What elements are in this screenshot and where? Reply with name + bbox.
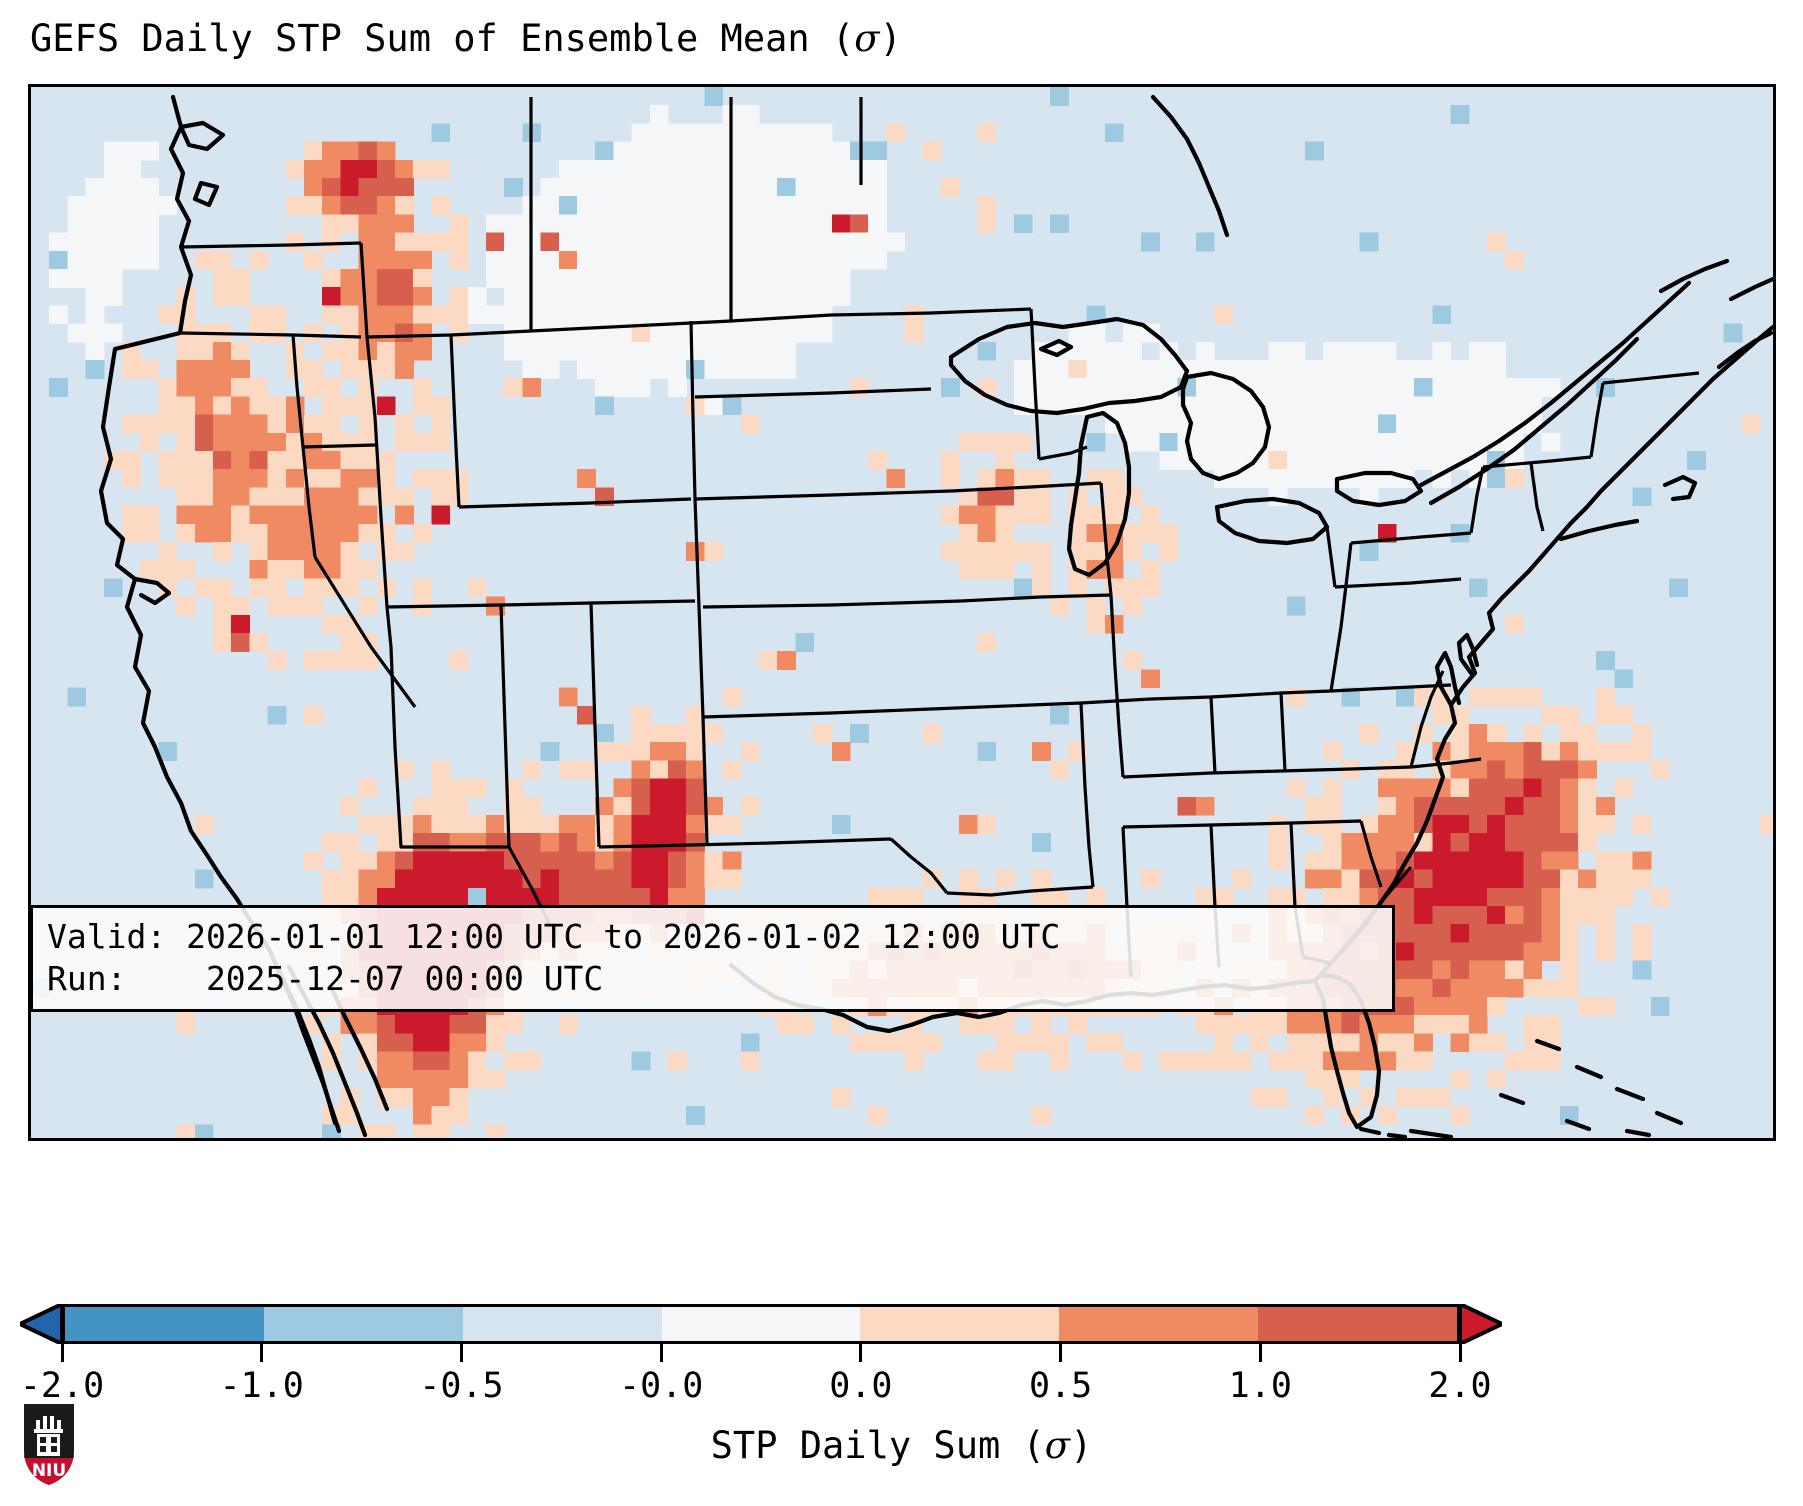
colorbar-tick-label-4: 0.0: [829, 1366, 893, 1406]
colorbar-tick-label-0: -2.0: [19, 1366, 105, 1406]
colorbar-segment-4: [860, 1307, 1060, 1341]
colorbar-tick-6: [1258, 1344, 1262, 1362]
colorbar-tick-1: [260, 1344, 264, 1362]
title-text-after: ): [879, 17, 902, 60]
colorbar-segments: [62, 1304, 1460, 1344]
info-valid-line: Valid: 2026-01-01 12:00 UTC to 2026-01-0…: [47, 917, 1061, 956]
colorbar-segment-3: [661, 1307, 861, 1341]
colorbar[interactable]: [20, 1304, 1502, 1344]
niu-logo-text: NIU: [32, 1461, 66, 1481]
cbar-sigma-symbol: σ: [1044, 1424, 1071, 1467]
colorbar-tick-0: [60, 1344, 64, 1362]
colorbar-axis-label: STP Daily Sum (σ): [0, 1424, 1803, 1467]
state-borders: [179, 97, 1700, 978]
colorbar-tick-label-2: -0.5: [419, 1366, 504, 1406]
cbar-label-after: ): [1070, 1424, 1093, 1467]
colorbar-over-arrow: [1460, 1304, 1502, 1344]
colorbar-tick-label-7: 2.0: [1428, 1366, 1492, 1406]
colorbar-segment-0: [65, 1307, 264, 1341]
cbar-label-before: STP Daily Sum (: [710, 1424, 1045, 1467]
colorbar-tick-label-1: -1.0: [219, 1366, 304, 1406]
colorbar-tick-3: [659, 1344, 663, 1362]
colorbar-under-arrow: [20, 1304, 62, 1344]
title-text-before: GEFS Daily STP Sum of Ensemble Mean (: [30, 17, 855, 60]
colorbar-tick-5: [1059, 1344, 1063, 1362]
colorbar-tick-label-6: 1.0: [1228, 1366, 1292, 1406]
colorbar-tick-2: [459, 1344, 463, 1362]
colorbar-tick-label-5: 0.5: [1028, 1366, 1093, 1406]
colorbar-tick-4: [859, 1344, 863, 1362]
colorbar-segment-2: [462, 1307, 662, 1341]
info-annotation-box: Valid: 2026-01-01 12:00 UTC to 2026-01-0…: [30, 905, 1395, 1013]
page-title: GEFS Daily STP Sum of Ensemble Mean (σ): [30, 17, 902, 60]
colorbar-segment-1: [263, 1307, 463, 1341]
colorbar-tick-label-3: -0.0: [618, 1366, 704, 1406]
niu-logo: NIU: [21, 1401, 77, 1490]
colorbar-segment-5: [1059, 1307, 1259, 1341]
colorbar-tick-7: [1458, 1344, 1462, 1362]
title-sigma-symbol: σ: [854, 17, 880, 60]
info-run-line: Run: 2025-12-07 00:00 UTC: [47, 958, 604, 998]
colorbar-segment-6: [1258, 1307, 1458, 1341]
